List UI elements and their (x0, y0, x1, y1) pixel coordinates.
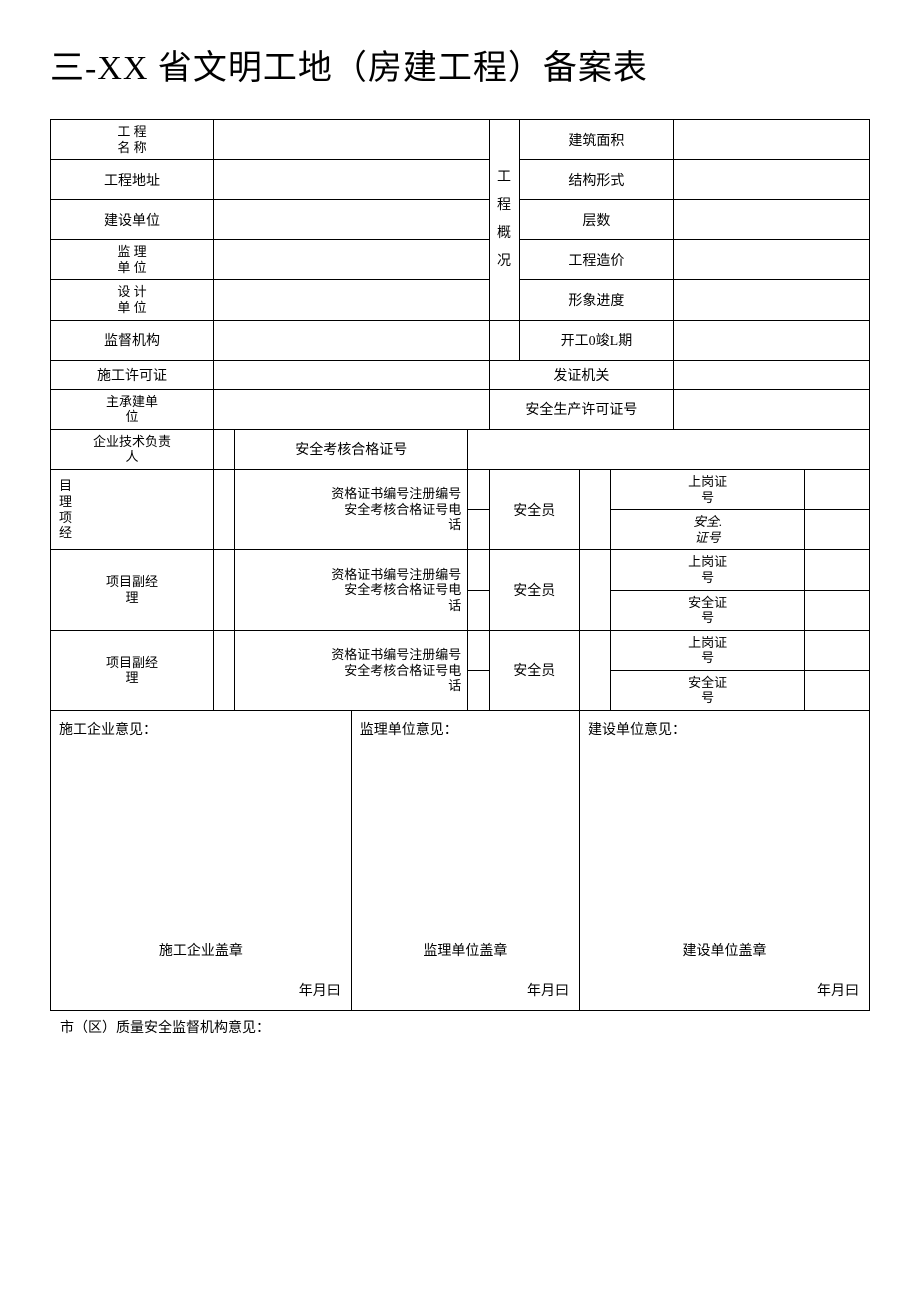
value-qual-1b (468, 510, 489, 550)
label-construction-opinion: 施工企业意见： (59, 719, 157, 739)
value-supervise-unit (214, 240, 490, 280)
owner-opinion-cell: 建设单位意见： 建设单位盖章 年月曰 (579, 711, 869, 1011)
label-start-end: 开工0竣L期 (519, 320, 674, 360)
value-safety-permit (674, 389, 870, 429)
label-supervise-org: 监督机构 (51, 320, 214, 360)
label-design-unit: 设 计 单 位 (51, 280, 214, 320)
value-safety-cert-1b (804, 510, 869, 550)
label-permit: 施工许可证 (51, 360, 214, 389)
value-struct-form (674, 160, 870, 200)
label-qual-lines-1: 资格证书编号注册编号 安全考核合格证号电 话 (235, 469, 468, 549)
label-proj-manager: 目 理 项 经 (51, 469, 214, 549)
label-safety-officer-2: 安全员 (489, 550, 579, 630)
label-safety-cert-1b: 安全. 证号 (611, 510, 804, 550)
label-safety-cert-2: 安全证 号 (611, 590, 804, 630)
label-project-address: 工程地址 (51, 160, 214, 200)
value-main-contractor (214, 389, 490, 429)
value-safety-cert-2 (804, 590, 869, 630)
value-post-cert-2 (804, 550, 869, 590)
value-qual-3a (468, 630, 489, 670)
value-floors (674, 200, 870, 240)
value-so-1 (579, 469, 610, 549)
value-issuing-auth (674, 360, 870, 389)
label-deputy-1: 项目副经 理 (51, 550, 214, 630)
value-design-unit (214, 280, 490, 320)
label-safety-officer-1: 安全员 (489, 469, 579, 549)
supervise-stamp: 监理单位盖章 (352, 940, 579, 960)
label-project-name: 工 程 名 称 (51, 120, 214, 160)
label-safety-officer-3: 安全员 (489, 630, 579, 710)
label-floors: 层数 (519, 200, 674, 240)
page-title: 三-XX 省文明工地（房建工程）备案表 (50, 40, 870, 89)
owner-date: 年月曰 (817, 980, 859, 1000)
value-progress (674, 280, 870, 320)
label-overview-vertical: 工 程 概 况 (489, 120, 519, 321)
label-tech-lead: 企业技术负责 人 (51, 429, 214, 469)
blank-cell-1 (489, 320, 519, 360)
label-cost: 工程造价 (519, 240, 674, 280)
label-supervise-opinion: 监理单位意见： (360, 719, 458, 739)
value-deputy-1 (214, 550, 235, 630)
label-owner-opinion: 建设单位意见： (588, 719, 686, 739)
label-post-cert-1: 上岗证 号 (611, 469, 804, 509)
label-post-cert-3: 上岗证 号 (611, 630, 804, 670)
construction-date: 年月曰 (299, 980, 341, 1000)
label-safety-permit: 安全生产许可证号 (489, 389, 674, 429)
value-so-2 (579, 550, 610, 630)
label-build-unit: 建设单位 (51, 200, 214, 240)
value-build-unit (214, 200, 490, 240)
value-so-3 (579, 630, 610, 710)
value-start-end (674, 320, 870, 360)
supervise-date: 年月曰 (527, 980, 569, 1000)
construction-stamp: 施工企业盖章 (51, 940, 351, 960)
label-deputy-2: 项目副经 理 (51, 630, 214, 710)
value-qual-2a (468, 550, 489, 590)
value-build-area (674, 120, 870, 160)
label-post-cert-2: 上岗证 号 (611, 550, 804, 590)
label-qual-lines-3: 资格证书编号注册编号 安全考核合格证号电 话 (235, 630, 468, 710)
value-qual-1a (468, 469, 489, 509)
value-tech-lead (214, 429, 235, 469)
label-build-area: 建筑面积 (519, 120, 674, 160)
owner-stamp: 建设单位盖章 (580, 940, 869, 960)
footnote: 市（区）质量安全监督机构意见： (60, 1017, 870, 1037)
value-proj-manager (214, 469, 235, 549)
label-safety-cert-3: 安全证 号 (611, 670, 804, 710)
value-qual-2b (468, 590, 489, 630)
value-safety-cert-no (468, 429, 870, 469)
value-deputy-2 (214, 630, 235, 710)
label-progress: 形象进度 (519, 280, 674, 320)
label-qual-lines-2: 资格证书编号注册编号 安全考核合格证号电 话 (235, 550, 468, 630)
value-supervise-org (214, 320, 490, 360)
value-cost (674, 240, 870, 280)
label-issuing-auth: 发证机关 (489, 360, 674, 389)
value-project-address (214, 160, 490, 200)
value-permit (214, 360, 490, 389)
value-project-name (214, 120, 490, 160)
registration-table: 工 程 名 称 工 程 概 况 建筑面积 工程地址 结构形式 建设单位 层数 监… (50, 119, 870, 1011)
value-post-cert-3 (804, 630, 869, 670)
value-qual-3b (468, 670, 489, 710)
value-safety-cert-3 (804, 670, 869, 710)
label-main-contractor: 主承建单 位 (51, 389, 214, 429)
label-supervise-unit: 监 理 单 位 (51, 240, 214, 280)
construction-opinion-cell: 施工企业意见： 施工企业盖章 年月曰 (51, 711, 352, 1011)
label-safety-cert-no: 安全考核合格证号 (235, 429, 468, 469)
value-post-cert-1 (804, 469, 869, 509)
label-struct-form: 结构形式 (519, 160, 674, 200)
supervise-opinion-cell: 监理单位意见： 监理单位盖章 年月曰 (351, 711, 579, 1011)
